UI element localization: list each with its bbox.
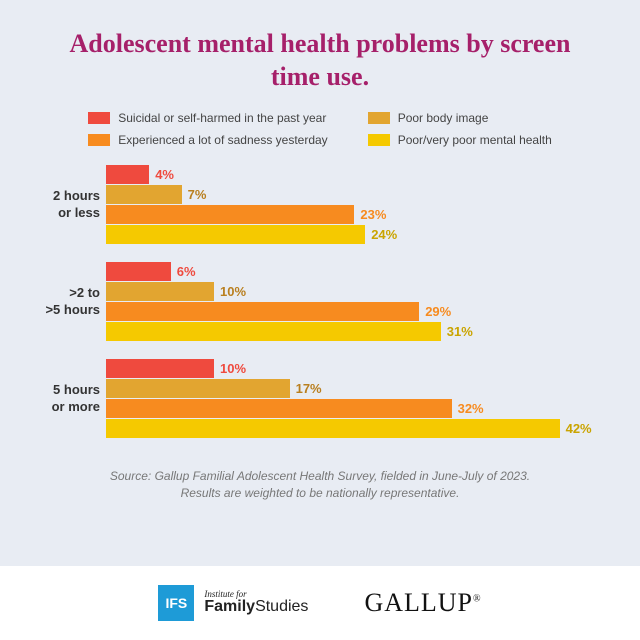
bar-row: 10% (106, 359, 592, 378)
bar-value-label: 4% (155, 167, 174, 182)
legend-swatch (368, 112, 390, 124)
group-label: 5 hoursor more (34, 382, 106, 415)
bar-value-label: 42% (566, 421, 592, 436)
bar-row: 24% (106, 225, 592, 244)
bar (106, 302, 419, 321)
bar-row: 23% (106, 205, 592, 224)
legend: Suicidal or self-harmed in the past year… (0, 105, 640, 161)
bar-group: 2 hoursor less 4% 7% 23% 24% (34, 165, 592, 244)
gallup-logo: GALLUP® (364, 588, 481, 618)
bar-group: 5 hoursor more 10% 17% 32% 42% (34, 359, 592, 438)
bar-value-label: 31% (447, 324, 473, 339)
bar-row: 17% (106, 379, 592, 398)
bar-row: 7% (106, 185, 592, 204)
bar (106, 282, 214, 301)
bar (106, 322, 441, 341)
bar (106, 359, 214, 378)
bar-value-label: 6% (177, 264, 196, 279)
ifs-badge: IFS (158, 585, 194, 621)
legend-swatch (88, 134, 110, 146)
bars-container: 10% 17% 32% 42% (106, 359, 592, 438)
bars-container: 4% 7% 23% 24% (106, 165, 592, 244)
bar-row: 42% (106, 419, 592, 438)
bars-container: 6% 10% 29% 31% (106, 262, 592, 341)
group-label: >2 to>5 hours (34, 285, 106, 318)
bar (106, 225, 365, 244)
bar-row: 6% (106, 262, 592, 281)
bar-value-label: 17% (296, 381, 322, 396)
source-line-2: Results are weighted to be nationally re… (40, 485, 600, 502)
bar (106, 399, 452, 418)
bar-chart: 2 hoursor less 4% 7% 23% 24% >2 to>5 hours 6% 1… (0, 161, 640, 464)
bar-value-label: 29% (425, 304, 451, 319)
bar-value-label: 23% (360, 207, 386, 222)
source-caption: Source: Gallup Familial Adolescent Healt… (0, 464, 640, 502)
bar (106, 165, 149, 184)
bar-row: 31% (106, 322, 592, 341)
ifs-logo: IFS Institute for FamilyStudies (158, 585, 308, 621)
bar-row: 4% (106, 165, 592, 184)
legend-item: Suicidal or self-harmed in the past year (88, 111, 327, 125)
legend-swatch (88, 112, 110, 124)
ifs-name: FamilyStudies (204, 599, 308, 616)
legend-swatch (368, 134, 390, 146)
footer-logos: IFS Institute for FamilyStudies GALLUP® (0, 566, 640, 640)
group-label: 2 hoursor less (34, 188, 106, 221)
legend-item: Experienced a lot of sadness yesterday (88, 133, 327, 147)
bar-group: >2 to>5 hours 6% 10% 29% 31% (34, 262, 592, 341)
legend-label: Poor body image (398, 111, 489, 125)
bar (106, 185, 182, 204)
bar-value-label: 7% (188, 187, 207, 202)
source-line-1: Source: Gallup Familial Adolescent Healt… (40, 468, 600, 485)
bar-row: 10% (106, 282, 592, 301)
bar (106, 419, 560, 438)
bar-value-label: 32% (458, 401, 484, 416)
legend-item: Poor body image (368, 111, 552, 125)
legend-item: Poor/very poor mental health (368, 133, 552, 147)
bar-row: 29% (106, 302, 592, 321)
chart-title: Adolescent mental health problems by scr… (0, 0, 640, 105)
bar-value-label: 10% (220, 361, 246, 376)
legend-label: Poor/very poor mental health (398, 133, 552, 147)
bar (106, 262, 171, 281)
bar-row: 32% (106, 399, 592, 418)
bar (106, 205, 354, 224)
bar-value-label: 10% (220, 284, 246, 299)
bar (106, 379, 290, 398)
legend-label: Experienced a lot of sadness yesterday (118, 133, 327, 147)
legend-label: Suicidal or self-harmed in the past year (118, 111, 326, 125)
bar-value-label: 24% (371, 227, 397, 242)
